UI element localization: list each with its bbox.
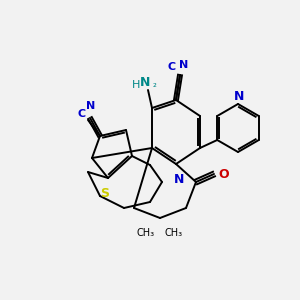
Text: N: N: [174, 173, 184, 186]
Text: CH₃: CH₃: [137, 228, 155, 238]
Text: O: O: [218, 169, 229, 182]
Text: N: N: [234, 91, 244, 103]
Text: C: C: [78, 109, 86, 119]
Text: CH₃: CH₃: [165, 228, 183, 238]
Text: N: N: [140, 76, 150, 88]
Text: H: H: [132, 80, 140, 90]
Text: C: C: [168, 62, 176, 72]
Text: S: S: [100, 187, 109, 200]
Text: ₂: ₂: [153, 79, 157, 89]
Text: N: N: [179, 60, 189, 70]
Text: N: N: [86, 101, 96, 111]
